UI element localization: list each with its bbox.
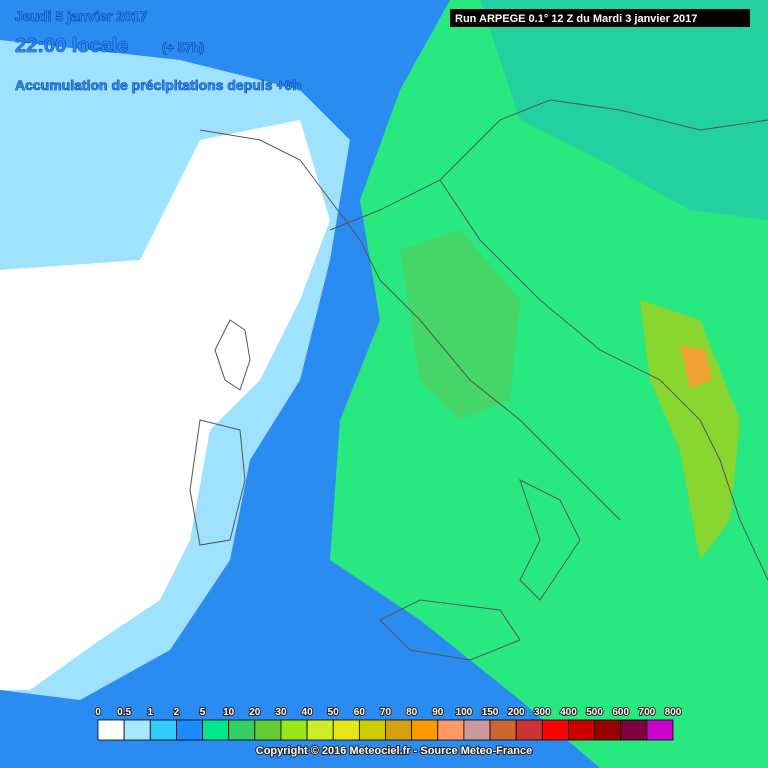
legend-swatch <box>437 719 465 741</box>
legend-swatch <box>541 719 569 741</box>
legend-swatch <box>568 719 595 741</box>
legend-label: 800 <box>665 707 682 718</box>
legend-swatch <box>646 719 674 741</box>
legend: 0 0.5 1 2 5 10 20 30 40 50 60 70 80 90 100 150 200 300 400… <box>94 706 683 741</box>
legend-swatch <box>254 719 282 741</box>
legend-swatch <box>411 719 439 741</box>
time: 22:00 locale <box>15 35 128 57</box>
legend-label: 90 <box>432 707 444 718</box>
run-label: Run ARPEGE 0.1° 12 Z du Mardi 3 janvier … <box>455 13 697 25</box>
legend-swatch <box>385 719 413 741</box>
legend-label: 50 <box>328 707 340 718</box>
legend-swatch <box>123 719 151 741</box>
precip-yellowgreen <box>640 300 740 560</box>
legend-swatch <box>515 719 543 741</box>
legend-swatch <box>594 719 622 741</box>
legend-swatch <box>280 719 308 741</box>
legend-label: 500 <box>586 707 603 718</box>
legend-label: 700 <box>639 707 656 718</box>
legend-label: 0.5 <box>117 707 131 718</box>
legend-swatch <box>176 719 203 741</box>
date: Jeudi 5 janvier 2017 <box>15 8 148 24</box>
copyright: Copyright © 2016 Meteociel.fr - Source M… <box>256 745 532 757</box>
legend-label: 10 <box>223 707 235 718</box>
precip-orange <box>680 345 712 388</box>
legend-swatch <box>149 719 177 741</box>
legend-swatch <box>463 719 491 741</box>
legend-label: 2 <box>174 707 180 718</box>
legend-label: 100 <box>456 707 473 718</box>
legend-label: 200 <box>508 707 525 718</box>
run-box <box>450 9 750 27</box>
legend-swatch <box>489 719 517 741</box>
legend-label: 300 <box>534 707 551 718</box>
borders <box>189 99 768 661</box>
precip-none <box>0 120 330 690</box>
legend-label: 0 <box>95 707 101 718</box>
legend-label: 70 <box>380 707 392 718</box>
legend-label: 60 <box>354 707 366 718</box>
legend-label: 150 <box>482 707 499 718</box>
legend-swatch <box>358 719 386 741</box>
subtitle: Accumulation de précipitations depuis +0… <box>15 77 301 93</box>
legend-label: 30 <box>275 707 287 718</box>
legend-swatch <box>228 719 256 741</box>
legend-label: 40 <box>302 707 314 718</box>
legend-label: 1 <box>147 707 153 718</box>
legend-swatch <box>306 719 334 741</box>
legend-label: 5 <box>200 707 206 718</box>
legend-label: 400 <box>560 707 577 718</box>
legend-label: 600 <box>612 707 629 718</box>
legend-swatch <box>97 719 125 741</box>
precip-green2 <box>400 230 520 420</box>
legend-swatch <box>202 719 230 741</box>
legend-swatch <box>620 719 648 741</box>
legend-label: 20 <box>249 707 261 718</box>
lead: (+ 57h) <box>162 40 204 55</box>
legend-swatch <box>332 719 360 741</box>
legend-label: 80 <box>406 707 418 718</box>
precip-teal <box>480 0 768 220</box>
